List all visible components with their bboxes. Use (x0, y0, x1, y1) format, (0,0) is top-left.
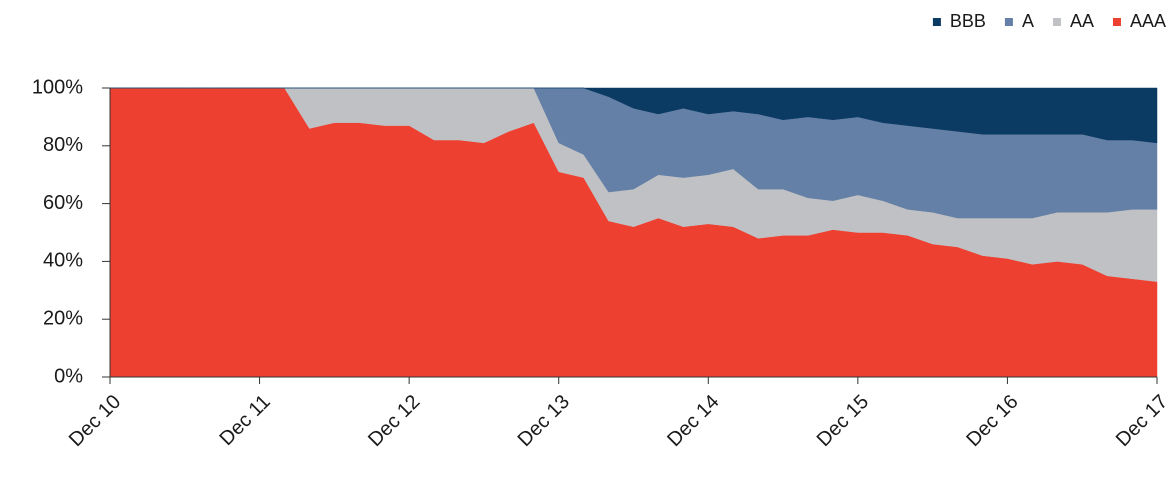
x-tick-label: Dec 11 (216, 391, 275, 450)
x-tick-label: Dec 16 (962, 391, 1022, 451)
y-tick-label: 100% (32, 76, 83, 98)
x-tick-label: Dec 17 (1112, 391, 1172, 451)
y-tick-label: 80% (43, 134, 83, 156)
legend-label: AAA (1130, 11, 1166, 31)
legend-swatch (1112, 18, 1121, 26)
legend-swatch (932, 18, 941, 26)
y-tick-label: 20% (43, 307, 83, 329)
x-tick-label: Dec 12 (364, 391, 424, 451)
legend-swatch (1004, 18, 1013, 26)
y-tick-label: 0% (54, 365, 83, 387)
legend-label: BBB (950, 11, 986, 31)
y-tick-label: 40% (43, 250, 83, 272)
x-tick-label: Dec 15 (813, 391, 873, 451)
x-tick-label: Dec 14 (663, 391, 723, 451)
y-tick-label: 60% (43, 192, 83, 214)
x-tick-label: Dec 10 (65, 391, 125, 451)
legend-swatch (1052, 18, 1061, 26)
area (110, 87, 1158, 144)
legend-label: A (1022, 11, 1034, 31)
x-tick-label: Dec 13 (514, 391, 574, 451)
legend-label: AA (1070, 11, 1094, 31)
